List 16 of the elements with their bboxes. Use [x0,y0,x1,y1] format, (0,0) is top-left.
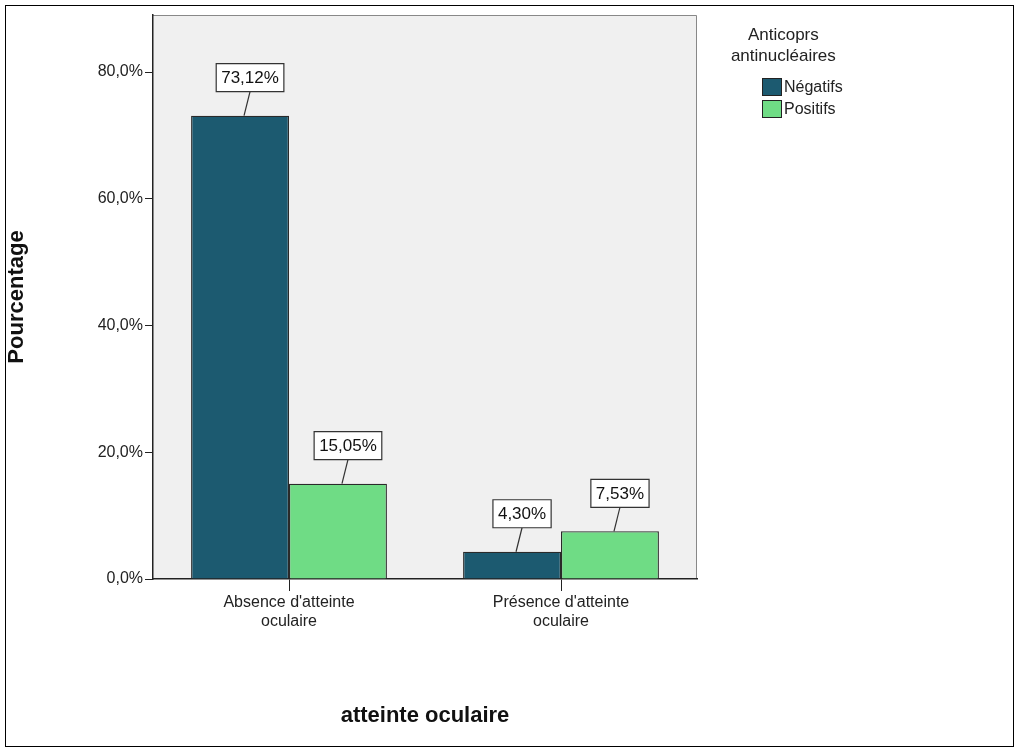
x-tick-label: Absence d'atteinte oculaire [223,593,355,630]
y-tick-label: 0,0% [106,569,143,587]
y-tick-label: 40,0% [97,315,143,333]
data-label: 73,12% [221,68,279,88]
data-label: 15,05% [319,436,377,456]
legend-label: Négatifs [784,78,843,96]
data-label: 4,30% [497,504,547,524]
y-tick-label: 80,0% [97,62,143,80]
legend-title: Anticoprs antinucléaires [729,24,837,66]
y-tick-label: 20,0% [97,442,143,460]
data-label: 7,53% [595,483,645,503]
y-axis-title: Pourcentage [3,230,29,364]
x-tick-label: Présence d'atteinte oculaire [492,593,630,630]
x-axis-title: atteinte oculaire [340,701,510,727]
y-tick-label: 60,0% [97,189,143,207]
legend-label: Positifs [784,100,836,118]
